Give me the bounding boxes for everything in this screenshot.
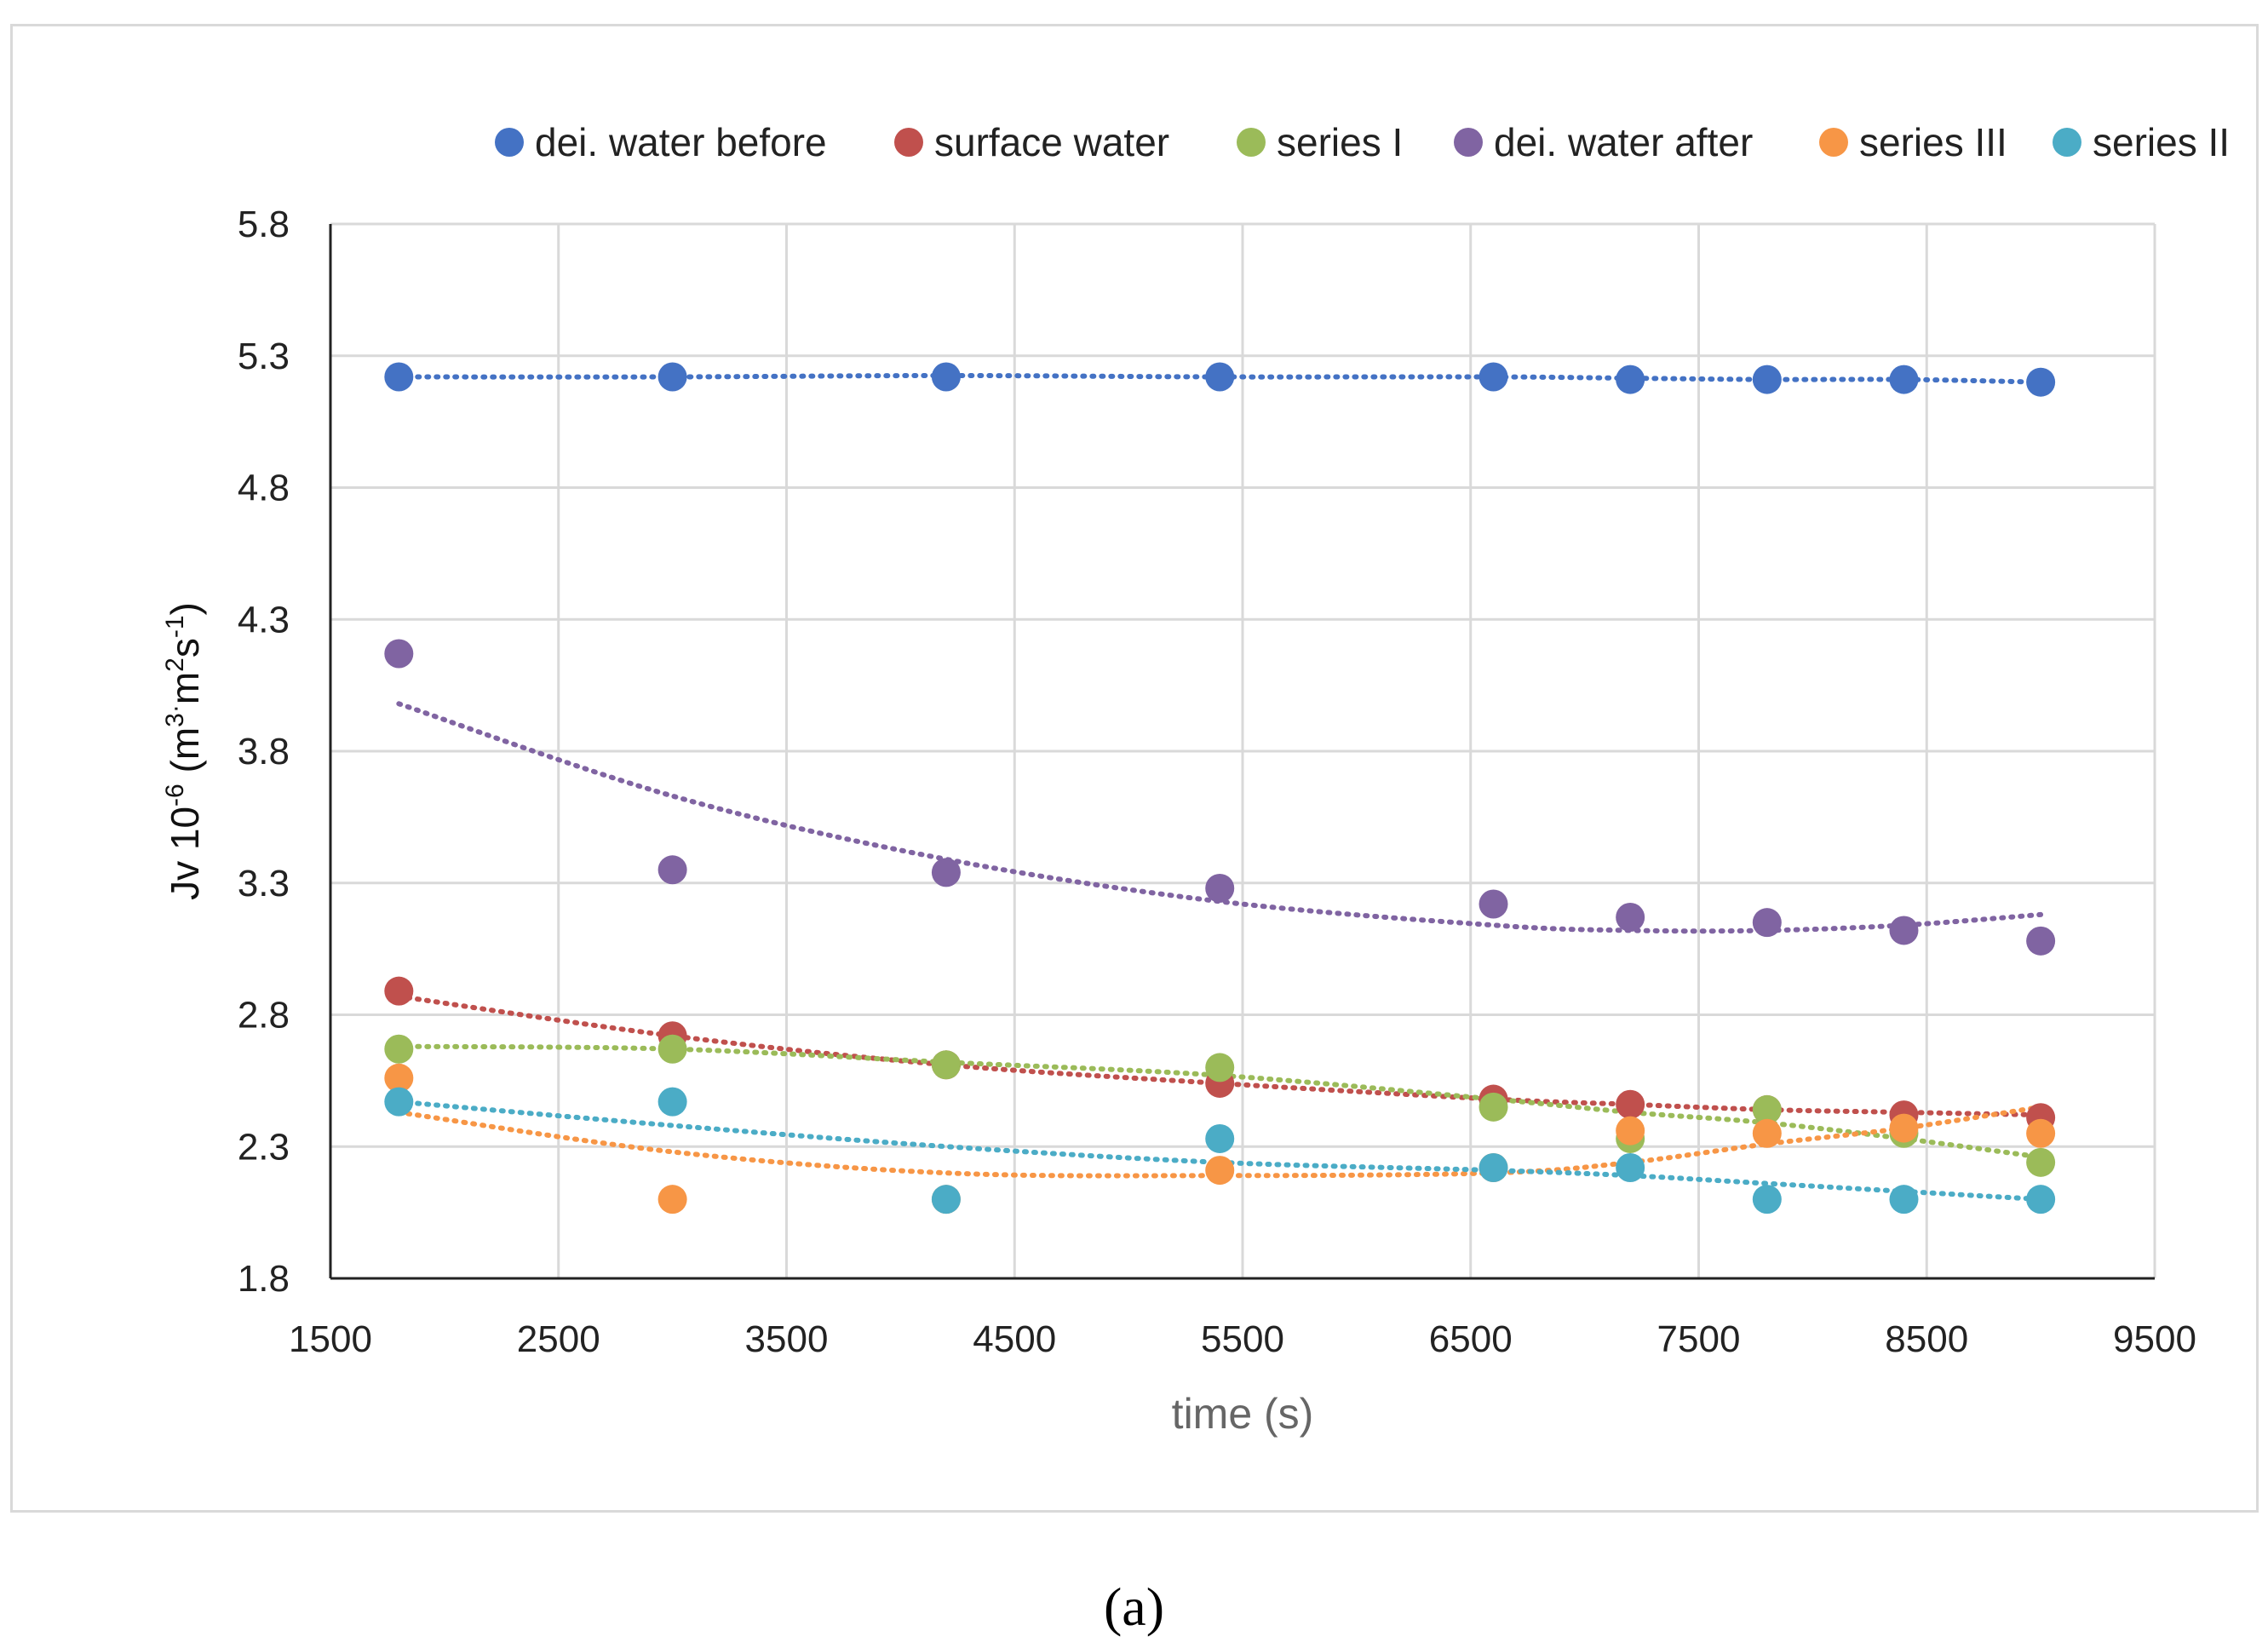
data-point-series-ii bbox=[1889, 1185, 1919, 1214]
axes: 1.8 2.3 2.8 3.3 3.8 4.3 4.8 5.3 5.8 1500 2500 3500 4… bbox=[238, 204, 2196, 1360]
scatter-chart: 1.8 2.3 2.8 3.3 3.8 4.3 4.8 5.3 5.8 1500 2500 3500 4… bbox=[161, 120, 2230, 1438]
figure-caption: (a) bbox=[1103, 1576, 1165, 1637]
y-axis-title-part: Jv 10 bbox=[163, 807, 207, 900]
y-axis-title-sup: -6 bbox=[161, 784, 189, 807]
data-point-series-ii bbox=[384, 1087, 414, 1117]
x-tick-label: 1500 bbox=[289, 1318, 372, 1360]
data-point-series-ii bbox=[1205, 1123, 1235, 1153]
trendline-dei-water-before bbox=[396, 372, 2044, 385]
trendline-series-i bbox=[396, 1043, 2044, 1160]
legend-label-series-ii: series II bbox=[2093, 120, 2230, 164]
legend-label-series-i: series I bbox=[1277, 120, 1403, 164]
y-tick-label: 4.8 bbox=[238, 468, 290, 509]
data-point-series-ii bbox=[657, 1087, 687, 1117]
data-point-series-iii bbox=[1616, 1116, 1645, 1146]
y-axis-title-part: m bbox=[163, 672, 207, 704]
data-point-series-iii bbox=[1752, 1118, 1782, 1148]
x-tick-label: 5500 bbox=[1201, 1318, 1284, 1360]
x-axis-title: time (s) bbox=[1172, 1390, 1314, 1438]
legend-marker-series-iii bbox=[1819, 128, 1848, 157]
data-point-series-ii bbox=[1752, 1185, 1782, 1214]
y-axis-title-sup: 2 bbox=[161, 657, 189, 672]
trendlines bbox=[396, 372, 2044, 1203]
y-axis-title-sup: 3 bbox=[161, 713, 189, 727]
data-point-series-i bbox=[384, 1034, 414, 1064]
data-point-dei-water-before bbox=[1479, 362, 1508, 392]
data-point-dei-water-after bbox=[1205, 873, 1235, 903]
legend-label-dei-water-before: dei. water before bbox=[535, 120, 827, 164]
y-axis-title-sup: -1 bbox=[161, 615, 189, 638]
trendline-dei-water-after bbox=[396, 701, 2044, 934]
legend-marker-dei-water-before bbox=[495, 128, 524, 157]
data-point-dei-water-before bbox=[2026, 367, 2056, 397]
y-axis-title-part: ) bbox=[163, 602, 207, 615]
data-point-dei-water-after bbox=[931, 858, 961, 887]
legend-marker-series-i bbox=[1237, 128, 1266, 157]
data-point-series-i bbox=[1752, 1094, 1782, 1124]
data-point-dei-water-before bbox=[657, 362, 687, 392]
data-point-series-i bbox=[1479, 1092, 1508, 1122]
data-point-series-iii bbox=[1889, 1113, 1919, 1143]
y-axis-title-part: (m bbox=[163, 727, 207, 784]
data-point-dei-water-after bbox=[384, 639, 414, 669]
data-point-series-i bbox=[931, 1050, 961, 1080]
x-tick-label: 2500 bbox=[517, 1318, 600, 1360]
data-point-series-iii bbox=[2026, 1118, 2056, 1148]
data-point-dei-water-before bbox=[1889, 365, 1919, 394]
legend-label-surface-water: surface water bbox=[934, 120, 1169, 164]
data-point-dei-water-after bbox=[657, 855, 687, 885]
data-point-dei-water-after bbox=[1616, 902, 1645, 932]
legend-marker-dei-water-after bbox=[1454, 128, 1483, 157]
data-point-dei-water-after bbox=[1479, 889, 1508, 919]
legend: dei. water before surface water series I de… bbox=[495, 120, 2230, 164]
x-tick-label: 6500 bbox=[1429, 1318, 1513, 1360]
data-point-series-iii bbox=[657, 1185, 687, 1214]
data-points bbox=[384, 362, 2056, 1214]
data-point-dei-water-before bbox=[1752, 365, 1782, 394]
data-point-dei-water-before bbox=[1616, 365, 1645, 394]
data-point-series-i bbox=[1205, 1053, 1235, 1082]
chart-frame: 1.8 2.3 2.8 3.3 3.8 4.3 4.8 5.3 5.8 1500 2500 3500 4… bbox=[10, 24, 2259, 1513]
data-point-dei-water-before bbox=[1205, 362, 1235, 392]
trendline-series-ii bbox=[396, 1099, 2044, 1203]
y-tick-label: 4.3 bbox=[238, 599, 290, 640]
data-point-series-ii bbox=[2026, 1185, 2056, 1214]
legend-label-series-iii: series III bbox=[1859, 120, 2007, 164]
data-point-dei-water-before bbox=[931, 362, 961, 392]
data-point-series-ii bbox=[1616, 1153, 1645, 1183]
data-point-series-ii bbox=[931, 1185, 961, 1214]
y-axis-title: Jv 10-6 (m3·m2s-1) bbox=[161, 602, 207, 900]
y-tick-label: 5.3 bbox=[238, 336, 290, 377]
data-point-dei-water-after bbox=[1752, 908, 1782, 938]
trendline-surface-water bbox=[396, 993, 2044, 1118]
x-tick-label: 3500 bbox=[745, 1318, 829, 1360]
y-axis-title-sup: · bbox=[161, 704, 189, 713]
data-point-dei-water-after bbox=[2026, 926, 2056, 956]
data-point-series-ii bbox=[1479, 1153, 1508, 1183]
x-tick-label: 4500 bbox=[973, 1318, 1056, 1360]
data-point-surface-water bbox=[384, 976, 414, 1006]
y-tick-label: 2.3 bbox=[238, 1126, 290, 1168]
y-axis-title-part: s bbox=[163, 638, 207, 657]
x-tick-label: 9500 bbox=[2113, 1318, 2196, 1360]
data-point-series-iii bbox=[1205, 1156, 1235, 1186]
data-point-series-i bbox=[657, 1034, 687, 1064]
y-tick-label: 3.3 bbox=[238, 863, 290, 904]
y-tick-label: 5.8 bbox=[238, 204, 290, 245]
data-point-series-i bbox=[2026, 1147, 2056, 1177]
data-point-dei-water-after bbox=[1889, 916, 1919, 945]
trendline-series-iii bbox=[396, 1104, 2044, 1179]
legend-marker-surface-water bbox=[894, 128, 923, 157]
y-tick-label: 1.8 bbox=[238, 1258, 290, 1300]
data-point-series-iii bbox=[384, 1063, 414, 1093]
x-tick-label: 8500 bbox=[1885, 1318, 1968, 1360]
y-tick-label: 2.8 bbox=[238, 995, 290, 1036]
x-tick-label: 7500 bbox=[1657, 1318, 1741, 1360]
legend-label-dei-water-after: dei. water after bbox=[1494, 120, 1753, 164]
legend-marker-series-ii bbox=[2053, 128, 2081, 157]
y-tick-label: 3.8 bbox=[238, 731, 290, 772]
data-point-surface-water bbox=[1616, 1089, 1645, 1119]
data-point-dei-water-before bbox=[384, 362, 414, 392]
